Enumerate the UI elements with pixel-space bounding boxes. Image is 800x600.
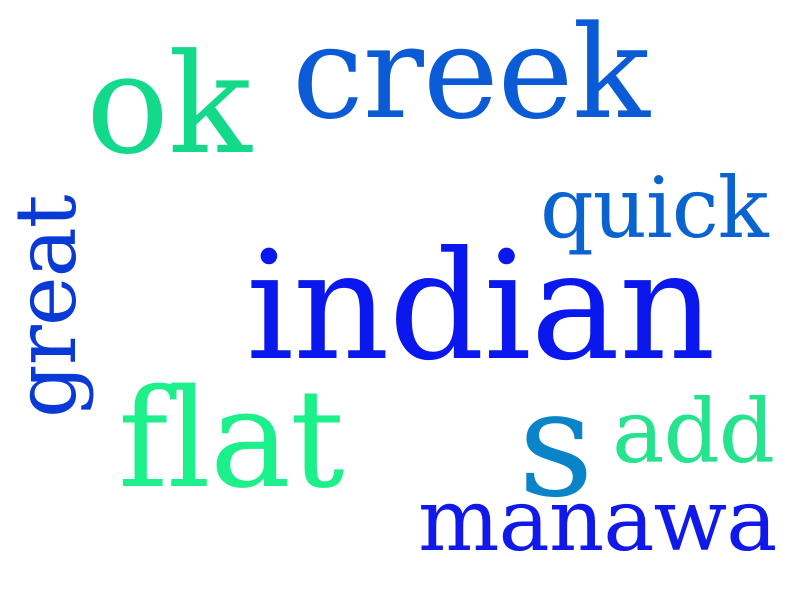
word-creek: creek <box>292 0 650 148</box>
word-add: add <box>612 380 775 483</box>
word-quick: quick <box>540 159 769 257</box>
word-ok: ok <box>86 24 252 185</box>
word-flat: flat <box>118 361 345 519</box>
word-great: great <box>0 195 95 418</box>
word-s: s <box>518 358 594 530</box>
word-indian: indian <box>246 220 716 394</box>
word-manawa: manawa <box>418 471 777 571</box>
